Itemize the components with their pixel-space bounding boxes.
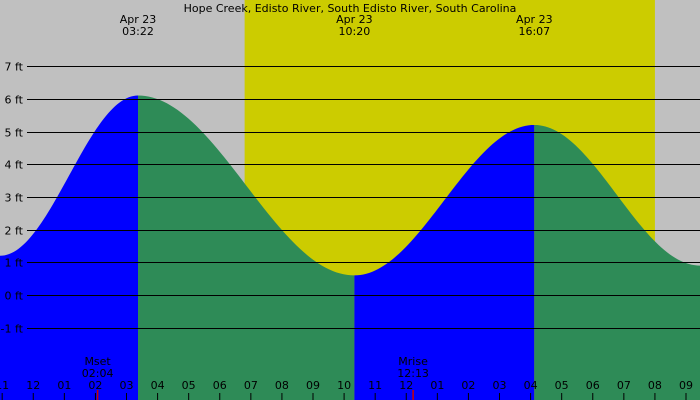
- falling-tide-area: [138, 95, 355, 400]
- y-tick-label: 7 ft: [5, 61, 24, 74]
- x-tick-label: 01: [57, 379, 71, 392]
- x-tick-label: 04: [151, 379, 165, 392]
- grid-lines: [27, 66, 700, 329]
- y-tick-label: -1 ft: [1, 323, 24, 336]
- y-tick-label: 2 ft: [5, 225, 24, 238]
- tide-date-label: Apr 23: [120, 13, 157, 26]
- x-tick-label: 03: [493, 379, 507, 392]
- x-tick-label: 09: [306, 379, 320, 392]
- x-tick-label: 10: [337, 379, 351, 392]
- y-tick-label: 5 ft: [5, 127, 24, 140]
- chart-title: Hope Creek, Edisto River, South Edisto R…: [184, 2, 517, 15]
- tide-time-label: 03:22: [122, 25, 154, 38]
- y-tick-label: 3 ft: [5, 192, 24, 205]
- tide-date-label: Apr 23: [336, 13, 373, 26]
- moon-event-time: 02:04: [82, 367, 114, 380]
- y-tick-label: 4 ft: [5, 159, 24, 172]
- x-tick-label: 02: [88, 379, 102, 392]
- x-tick-label: 09: [679, 379, 693, 392]
- moon-event-name: Mrise: [398, 355, 428, 368]
- y-axis: 7 ft 6 ft 5 ft 4 ft 3 ft 2 ft 1 ft 0 ft -1 ft: [1, 61, 24, 336]
- x-tick-label: 01: [430, 379, 444, 392]
- x-tick-label: 06: [586, 379, 600, 392]
- rising-tide-area: [0, 95, 139, 400]
- x-tick-label: 06: [213, 379, 227, 392]
- x-tick-label: 05: [555, 379, 569, 392]
- x-tick-label: 08: [648, 379, 662, 392]
- x-tick-label: 07: [244, 379, 258, 392]
- x-axis: 11 12 01 02 03 04 05 06 07 08 09 10 11 12 01 02 03 04 05 06…: [0, 379, 693, 400]
- x-tick-label: 12: [26, 379, 40, 392]
- tide-time-label: 16:07: [518, 25, 550, 38]
- moon-event-name: Mset: [84, 355, 111, 368]
- x-tick-label: 02: [461, 379, 475, 392]
- x-tick-label: 11: [0, 379, 9, 392]
- x-tick-label: 11: [368, 379, 382, 392]
- x-tick-label: 05: [182, 379, 196, 392]
- moon-event-time: 12:13: [397, 367, 429, 380]
- x-tick-label: 03: [120, 379, 134, 392]
- x-tick-label: 07: [617, 379, 631, 392]
- x-tick-label: 12: [399, 379, 413, 392]
- y-tick-label: 1 ft: [5, 257, 24, 270]
- tide-time-label: 10:20: [339, 25, 371, 38]
- y-tick-label: 0 ft: [5, 290, 24, 303]
- x-tick-label: 08: [275, 379, 289, 392]
- y-tick-label: 6 ft: [5, 94, 24, 107]
- tide-date-label: Apr 23: [516, 13, 553, 26]
- x-tick-label: 04: [524, 379, 538, 392]
